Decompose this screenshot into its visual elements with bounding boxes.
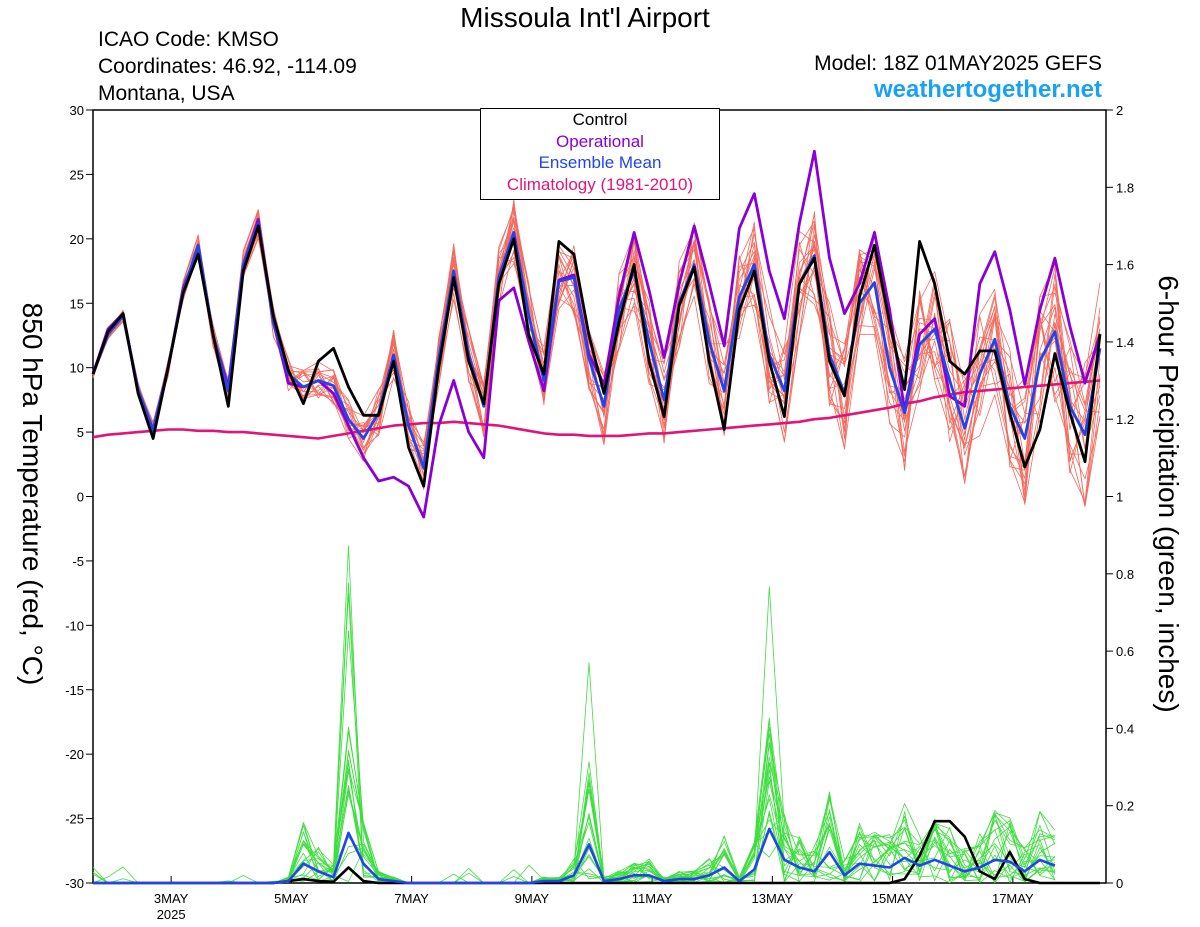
plot-frame (92, 109, 1107, 884)
right-tick-label: 0.6 (1116, 644, 1134, 659)
chart-title: Missoula Int'l Airport (460, 2, 710, 33)
precip-mean-line (93, 827, 1056, 885)
x-tick-label: 5MAY (274, 891, 309, 906)
left-tick-label: 25 (70, 167, 84, 182)
left-tick-label: -20 (65, 747, 84, 762)
y-axis-label-left: 850 hPa Temperature (red, °C) (17, 302, 48, 686)
x-tick-label: 13MAY (752, 891, 794, 906)
left-tick-label: 20 (70, 232, 84, 247)
site-link[interactable]: weathertogether.net (873, 76, 1102, 103)
right-axis-ticks: 2 1.8 1.6 1.4 1.2 1 0.8 0.6 0.4 0.2 0 (1106, 103, 1134, 891)
x-tick-label: 17MAY (992, 891, 1034, 906)
x-tick-label: 3MAY (154, 891, 189, 906)
right-tick-label: 1 (1116, 490, 1123, 505)
left-tick-label: 15 (70, 296, 84, 311)
x-tick-label: 9MAY (515, 891, 550, 906)
right-tick-label: 1.8 (1116, 180, 1134, 195)
right-tick-label: 0.2 (1116, 799, 1134, 814)
right-tick-label: 1.2 (1116, 412, 1134, 427)
right-tick-label: 1.6 (1116, 258, 1134, 273)
right-tick-label: 1.4 (1116, 335, 1134, 350)
left-tick-label: -10 (65, 618, 84, 633)
left-tick-label: -5 (72, 554, 84, 569)
left-tick-label: 0 (77, 490, 84, 505)
left-tick-label: -15 (65, 683, 84, 698)
icao-code: ICAO Code: KMSO (98, 28, 279, 51)
left-axis-ticks: 30 25 20 15 10 5 0 -5 -10 -15 -20 -25 -30 (65, 103, 93, 891)
y-axis-label-right: 6-hour Precipitation (green, inches) (1153, 275, 1184, 713)
legend-operational: Operational (556, 131, 644, 151)
right-tick-label: 0.8 (1116, 567, 1134, 582)
left-tick-label: 10 (70, 361, 84, 376)
model-run: Model: 18Z 01MAY2025 GEFS (814, 52, 1102, 75)
x-tick-sublabel: 2025 (157, 907, 186, 922)
legend-control: Control (572, 110, 628, 129)
left-tick-label: -30 (65, 876, 84, 891)
right-tick-label: 2 (1116, 103, 1123, 118)
region: Montana, USA (98, 82, 235, 105)
x-tick-label: 15MAY (872, 891, 914, 906)
right-tick-label: 0 (1116, 876, 1123, 891)
climatology-line (92, 379, 1101, 440)
x-tick-label: 7MAY (394, 891, 429, 906)
legend: Control Operational Ensemble Mean Climat… (480, 108, 720, 200)
legend-ensemble-mean: Ensemble Mean (538, 153, 662, 172)
left-tick-label: -25 (65, 812, 84, 827)
temp-control-line (91, 224, 1102, 488)
left-tick-label: 5 (77, 425, 84, 440)
right-tick-label: 0.4 (1116, 721, 1134, 736)
left-tick-label: 30 (70, 103, 84, 118)
coordinates: Coordinates: 46.92, -114.09 (98, 55, 357, 78)
legend-climatology: Climatology (1981-2010) (506, 174, 694, 194)
x-tick-label: 11MAY (632, 891, 673, 906)
